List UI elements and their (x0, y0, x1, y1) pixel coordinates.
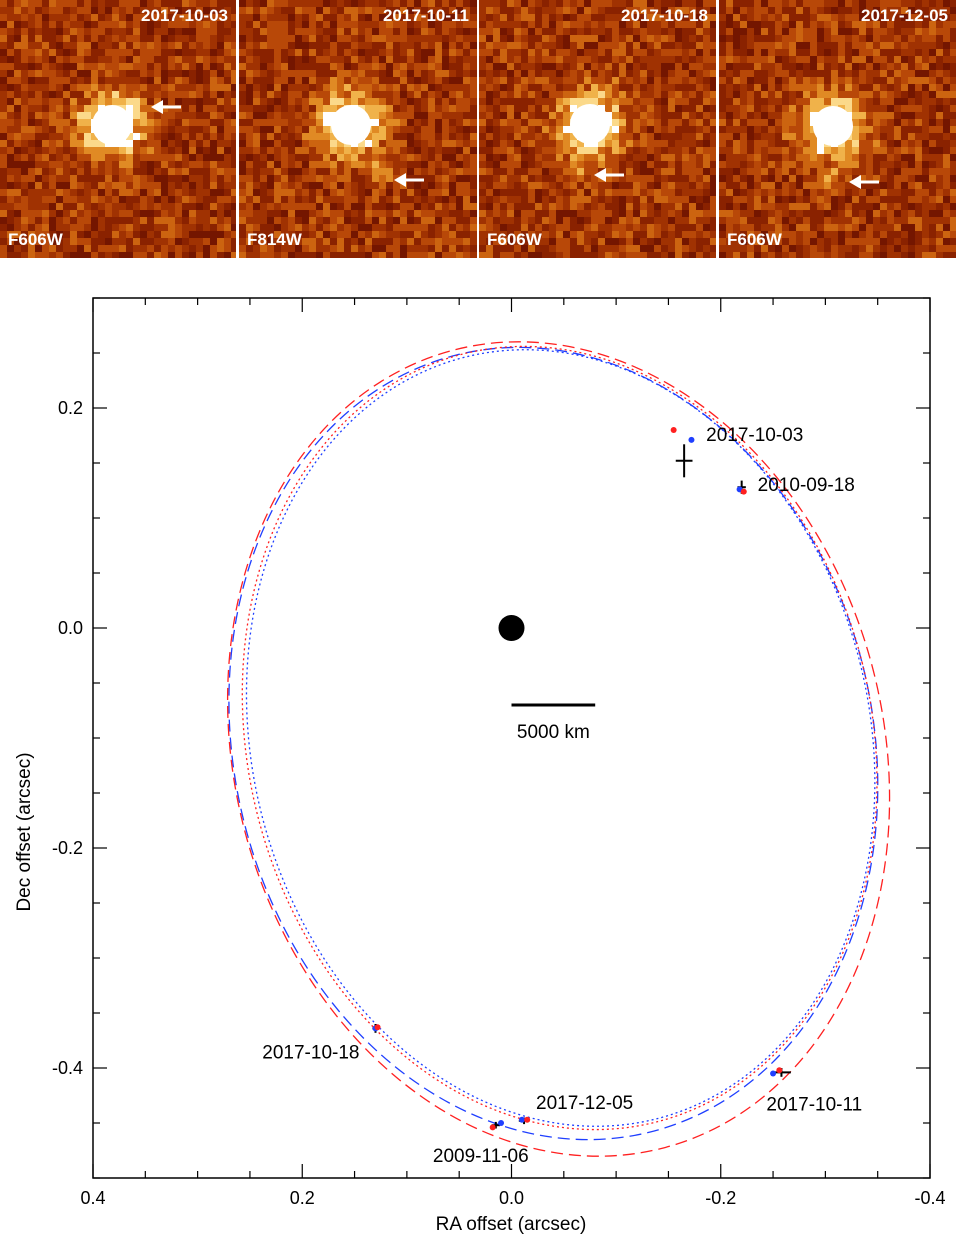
observation-points: 2017-10-03 2010-09-18 2017-10-18 2009-11-06… (262, 425, 862, 1167)
arrow-icon (594, 168, 624, 182)
observation-label: 2009-11-06 (433, 1146, 529, 1167)
model-point-blue (688, 436, 695, 443)
panel-date: 2017-10-18 (621, 6, 708, 25)
model-point-red (740, 488, 747, 495)
plot-axes: 0.4 0.2 0.0 -0.2 -0.4 0.2 0.0 -0.2 -0.4 (52, 297, 946, 1208)
image-panel-2: 2017-10-11 F814W (239, 0, 477, 258)
orbit-curve (241, 345, 878, 1131)
x-tick-label: 0.4 (80, 1188, 105, 1208)
image-panel-1: 2017-10-03 F606W (0, 0, 236, 258)
model-point-red (489, 1124, 496, 1131)
x-tick-label: -0.4 (914, 1188, 945, 1208)
plot-frame (92, 297, 931, 1179)
observation-label: 2017-10-11 (766, 1094, 862, 1115)
observation-label: 2010-09-18 (758, 475, 855, 496)
panel-filter: F606W (487, 230, 542, 249)
orbit-curve (226, 341, 891, 1157)
model-point-blue (770, 1070, 777, 1077)
image-noise (0, 0, 236, 258)
orbit-curve (245, 349, 876, 1127)
x-tick-label: 0.0 (499, 1188, 524, 1208)
image-noise (719, 0, 956, 258)
model-point-red (524, 1116, 531, 1123)
orbit-curve (228, 346, 879, 1141)
x-tick-label: 0.2 (290, 1188, 315, 1208)
panel-filter: F606W (727, 230, 782, 249)
panel-date: 2017-10-03 (141, 6, 228, 25)
panel-date: 2017-10-11 (382, 6, 469, 25)
panel-filter: F606W (8, 230, 63, 249)
y-axis-label: Dec offset (arcsec) (14, 752, 35, 911)
observation-label: 2017-10-03 (706, 425, 803, 446)
orbit-plot: 5000 km 2017-10-032010-09-182017-10-1820… (14, 297, 946, 1235)
model-point-blue (518, 1116, 525, 1123)
y-tick-label: -0.4 (52, 1058, 83, 1078)
model-point-blue (498, 1120, 505, 1126)
scale-bar-label: 5000 km (517, 722, 590, 743)
panel-filter: F814W (247, 230, 302, 249)
x-axis-label: RA offset (arcsec) (436, 1214, 587, 1235)
x-tick-label: -0.2 (705, 1188, 736, 1208)
panel-date: 2017-12-05 (861, 6, 948, 25)
y-tick-label: -0.2 (52, 838, 83, 858)
primary-body (498, 615, 525, 641)
arrow-icon (151, 100, 181, 114)
observation-marker (675, 444, 693, 478)
observation-label: 2017-12-05 (536, 1093, 633, 1114)
image-panel-4: 2017-12-05 F606W (719, 0, 956, 258)
observation-label: 2017-10-18 (262, 1042, 359, 1063)
model-point-red (374, 1024, 381, 1031)
arrow-icon (394, 173, 424, 187)
arrow-icon (849, 175, 879, 189)
model-point-red (776, 1067, 783, 1074)
y-tick-label: 0.0 (58, 618, 83, 638)
image-noise (239, 0, 477, 258)
image-panel-3: 2017-10-18 F606W (479, 0, 716, 258)
y-tick-label: 0.2 (58, 398, 83, 418)
image-noise (479, 0, 716, 258)
model-point-red (670, 427, 677, 433)
orbit-curves: 5000 km (226, 341, 891, 1157)
